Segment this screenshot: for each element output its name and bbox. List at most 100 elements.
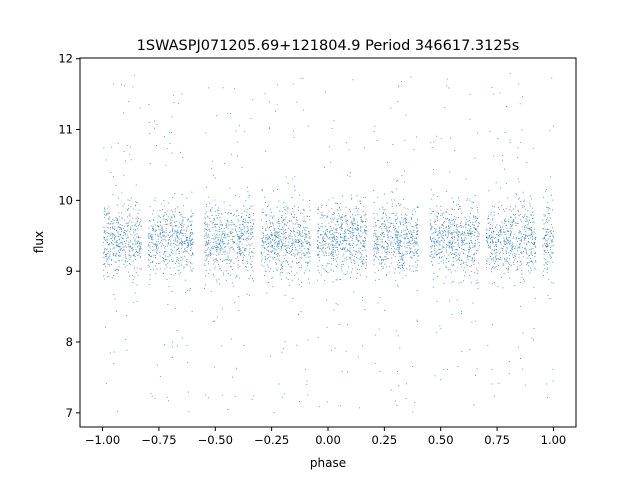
data-point [284,232,285,234]
data-point [460,206,462,208]
data-point [230,260,232,262]
data-point [471,242,473,244]
data-point [362,245,364,246]
data-point [182,220,184,222]
data-point [466,238,468,240]
data-point [309,244,311,246]
data-point [353,232,355,233]
data-point [154,197,156,199]
data-point [181,247,183,249]
data-point [231,236,233,237]
data-point [281,267,283,269]
data-point [208,224,210,226]
data-point [185,250,186,252]
data-point [119,227,121,228]
data-point [151,238,153,240]
data-point [216,251,218,252]
data-point [181,93,183,95]
data-point [110,250,112,252]
data-point [394,400,396,402]
data-point [403,262,405,264]
data-point [451,243,453,245]
data-point [260,252,262,254]
data-point [517,346,519,348]
data-point [332,236,334,238]
data-point [438,257,440,259]
data-point [332,197,334,199]
data-point [357,251,359,253]
data-point [149,253,150,255]
data-point [171,132,173,133]
data-point [178,260,179,262]
data-point [343,273,345,275]
data-point [532,247,534,249]
data-point [352,220,354,222]
data-point [130,241,132,243]
data-point [498,234,500,235]
y-axis-label: flux [32,231,46,253]
data-point [503,222,505,224]
data-point [352,228,354,229]
data-point [174,237,176,239]
data-point [307,248,309,250]
data-point [309,200,310,201]
data-point [304,261,306,263]
data-point [363,229,365,230]
data-point [513,215,515,217]
data-point [460,313,462,314]
data-point [158,226,159,228]
data-point [204,265,206,266]
data-point [412,210,413,212]
data-point [469,222,471,223]
data-point [378,279,380,280]
data-point [494,253,496,255]
data-point [503,273,505,275]
data-point [345,239,346,241]
data-point [182,217,184,219]
data-point [237,260,239,261]
data-point [177,236,179,238]
data-point [138,222,140,224]
data-point [334,245,336,246]
data-point [373,233,375,235]
data-point [139,243,141,245]
data-point [172,233,174,235]
data-point [346,256,348,258]
data-point [505,251,507,253]
data-point [493,282,495,283]
data-point [339,206,341,208]
data-point [348,228,350,230]
data-point [519,243,521,245]
data-point [465,178,467,180]
data-point [469,93,471,95]
data-point [441,257,442,259]
data-point [266,233,268,235]
data-point [417,218,418,220]
data-point [140,219,142,221]
data-point [261,246,263,248]
data-point [350,227,351,228]
data-point [408,247,410,249]
data-point [493,214,495,216]
data-point [513,219,514,220]
data-point [241,252,242,254]
data-point [507,271,509,273]
data-point [292,253,294,255]
data-point [300,224,301,226]
data-point [134,205,136,207]
data-point [156,234,158,236]
data-point [348,230,350,232]
data-point [516,238,517,240]
data-point [280,272,282,274]
data-point [213,253,215,255]
data-point [217,209,219,211]
data-point [106,232,108,234]
data-point [461,225,463,227]
data-point [281,266,283,267]
data-point [237,234,238,236]
data-point [219,249,221,251]
data-point [250,232,252,234]
data-point [509,361,510,362]
data-point [398,260,399,261]
data-point [172,260,174,262]
